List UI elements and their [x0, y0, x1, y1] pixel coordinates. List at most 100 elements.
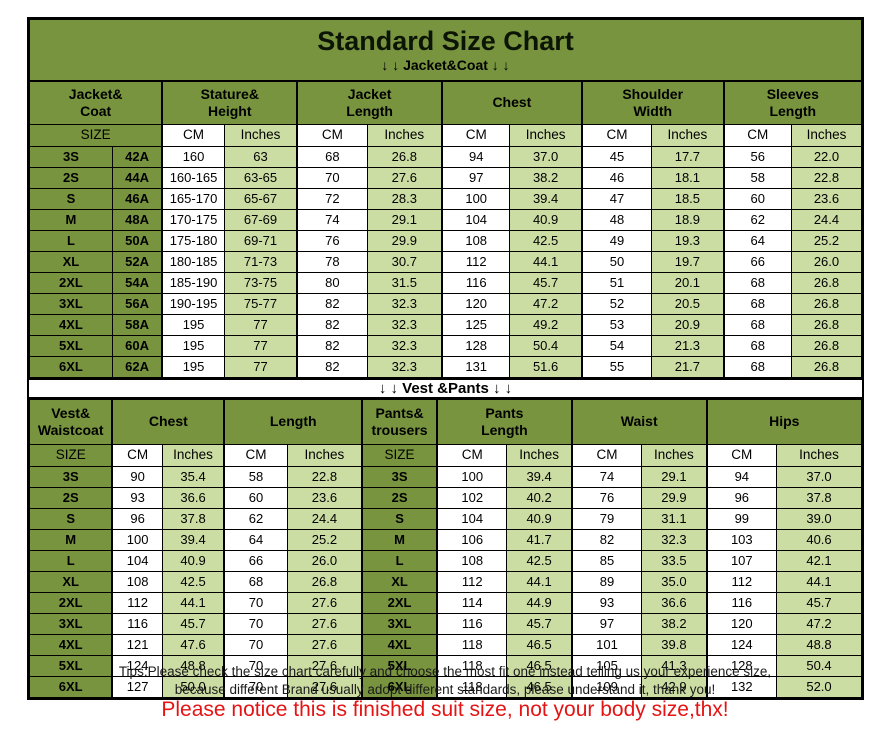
measurement-cell: 97 [570, 613, 643, 635]
column-group-header-chest: Chest [441, 80, 583, 125]
measurement-cell: 65-67 [223, 188, 298, 210]
measurement-cell: 128 [705, 655, 777, 677]
size-cell: XL [29, 571, 113, 593]
tips-text: Tips:Please check the size chart careful… [0, 663, 890, 699]
unit-header-cm: CM [111, 444, 163, 467]
column-group-header-jacket-length: Jacket Length [296, 80, 443, 125]
measurement-cell: 97 [441, 167, 511, 189]
size-cell: 3S [361, 466, 438, 488]
size-cell: 54A [111, 272, 163, 294]
measurement-cell: 124 [705, 634, 777, 656]
measurement-cell: 76 [296, 230, 368, 252]
measurement-cell: 195 [161, 356, 225, 378]
column-group-header-length: Length [223, 399, 363, 445]
measurement-cell: 125 [441, 314, 511, 336]
size-row: 4XL 121 47.6 70 27.6 4XL 118 46.5 101 39.8 124 48.8 [29, 634, 862, 656]
measurement-cell: 40.9 [506, 508, 573, 530]
size-cell: 2XL [29, 272, 113, 294]
size-cell: 2S [29, 167, 113, 189]
measurement-cell: 76 [570, 487, 643, 509]
size-row: 2S 93 36.6 60 23.6 2S 102 40.2 76 29.9 96 37.8 [29, 487, 862, 509]
measurement-cell: 128 [441, 335, 511, 357]
measurement-cell: 160-165 [161, 167, 225, 189]
measurement-cell: 96 [705, 487, 777, 509]
measurement-cell: 70 [223, 613, 288, 635]
finished-size-warning: Please notice this is finished suit size… [161, 698, 729, 721]
measurement-cell: 53 [580, 314, 653, 336]
measurement-cell: 58 [223, 466, 288, 488]
measurement-cell: 35.4 [161, 466, 225, 488]
column-group-header-chest: Chest [111, 399, 225, 445]
measurement-cell: 32.3 [366, 335, 443, 357]
measurement-cell: 89 [570, 571, 643, 593]
measurement-cell: 25.2 [790, 230, 863, 252]
measurement-cell: 45.7 [509, 272, 583, 294]
measurement-cell: 90 [111, 466, 163, 488]
measurement-cell: 47.2 [776, 613, 862, 635]
unit-header-cm: CM [570, 444, 643, 467]
size-cell: 62A [111, 356, 163, 378]
size-cell: 6XL [29, 356, 113, 378]
unit-header-inches: Inches [286, 444, 363, 467]
measurement-cell: 77 [223, 314, 298, 336]
column-group-header-hips: Hips [705, 399, 862, 445]
measurement-cell: 29.1 [366, 209, 443, 231]
measurement-cell: 29.1 [641, 466, 708, 488]
measurement-cell: 37.8 [776, 487, 862, 509]
measurement-cell: 101 [570, 634, 643, 656]
measurement-cell: 38.2 [641, 613, 708, 635]
unit-header-cm: CM [296, 124, 368, 147]
measurement-cell: 63 [223, 146, 298, 168]
measurement-cell: 118 [436, 655, 508, 677]
size-cell: 3S [29, 466, 113, 488]
measurement-cell: 48.8 [776, 634, 862, 656]
column-group-header-stature-height: Stature& Height [161, 80, 298, 125]
jacket-coat-table: Standard Size Chart ↓ ↓ Jacket&Coat ↓ ↓ … [29, 19, 863, 378]
measurement-cell: 112 [436, 571, 508, 593]
size-row: 6XL 127 50.0 70 27.6 6XL 118 46.5 109 42.9 132 52.0 [29, 676, 862, 698]
size-cell: 50A [111, 230, 163, 252]
title-row: Standard Size Chart ↓ ↓ Jacket&Coat ↓ ↓ [29, 19, 862, 82]
measurement-cell: 103 [705, 529, 777, 551]
unit-header-inches: Inches [509, 124, 583, 147]
measurement-cell: 99 [705, 508, 777, 530]
measurement-cell: 52.0 [776, 676, 862, 698]
measurement-cell: 82 [296, 314, 368, 336]
measurement-cell: 47.2 [509, 293, 583, 315]
measurement-cell: 27.6 [286, 592, 363, 614]
measurement-cell: 32.3 [641, 529, 708, 551]
size-chart-container: Standard Size Chart ↓ ↓ Jacket&Coat ↓ ↓ … [27, 17, 864, 700]
size-cell: 6XL [361, 676, 438, 698]
measurement-cell: 68 [223, 571, 288, 593]
size-row: 3S 90 35.4 58 22.8 3S 100 39.4 74 29.1 94 37.0 [29, 466, 862, 488]
measurement-cell: 69-71 [223, 230, 298, 252]
measurement-cell: 32.3 [366, 293, 443, 315]
measurement-cell: 33.5 [641, 550, 708, 572]
measurement-cell: 79 [570, 508, 643, 530]
measurement-cell: 118 [436, 634, 508, 656]
size-cell: 4XL [29, 634, 113, 656]
measurement-cell: 71-73 [223, 251, 298, 273]
size-cell: S [29, 508, 113, 530]
measurement-cell: 35.0 [641, 571, 708, 593]
page-title: Standard Size Chart [317, 26, 574, 57]
measurement-cell: 131 [441, 356, 511, 378]
measurement-cell: 93 [111, 487, 163, 509]
unit-header-inches: Inches [776, 444, 862, 467]
measurement-cell: 17.7 [651, 146, 725, 168]
size-cell: 60A [111, 335, 163, 357]
measurement-cell: 185-190 [161, 272, 225, 294]
measurement-cell: 37.8 [161, 508, 225, 530]
measurement-cell: 18.9 [651, 209, 725, 231]
unit-header-inches: Inches [790, 124, 863, 147]
measurement-cell: 49.2 [509, 314, 583, 336]
size-cell: 2XL [29, 592, 113, 614]
measurement-cell: 22.0 [790, 146, 863, 168]
measurement-cell: 26.8 [790, 314, 863, 336]
measurement-cell: 60 [223, 487, 288, 509]
size-row: 2S 44A 160-165 63-65 70 27.6 97 38.2 46 18.1 58 22.… [29, 167, 863, 189]
measurement-cell: 64 [722, 230, 792, 252]
unit-header-inches: Inches [366, 124, 443, 147]
measurement-cell: 45.7 [776, 592, 862, 614]
unit-header-cm: CM [436, 444, 508, 467]
